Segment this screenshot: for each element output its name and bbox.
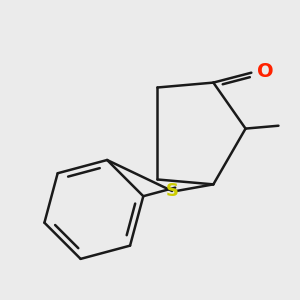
Text: O: O <box>257 61 274 80</box>
Text: S: S <box>166 182 178 200</box>
